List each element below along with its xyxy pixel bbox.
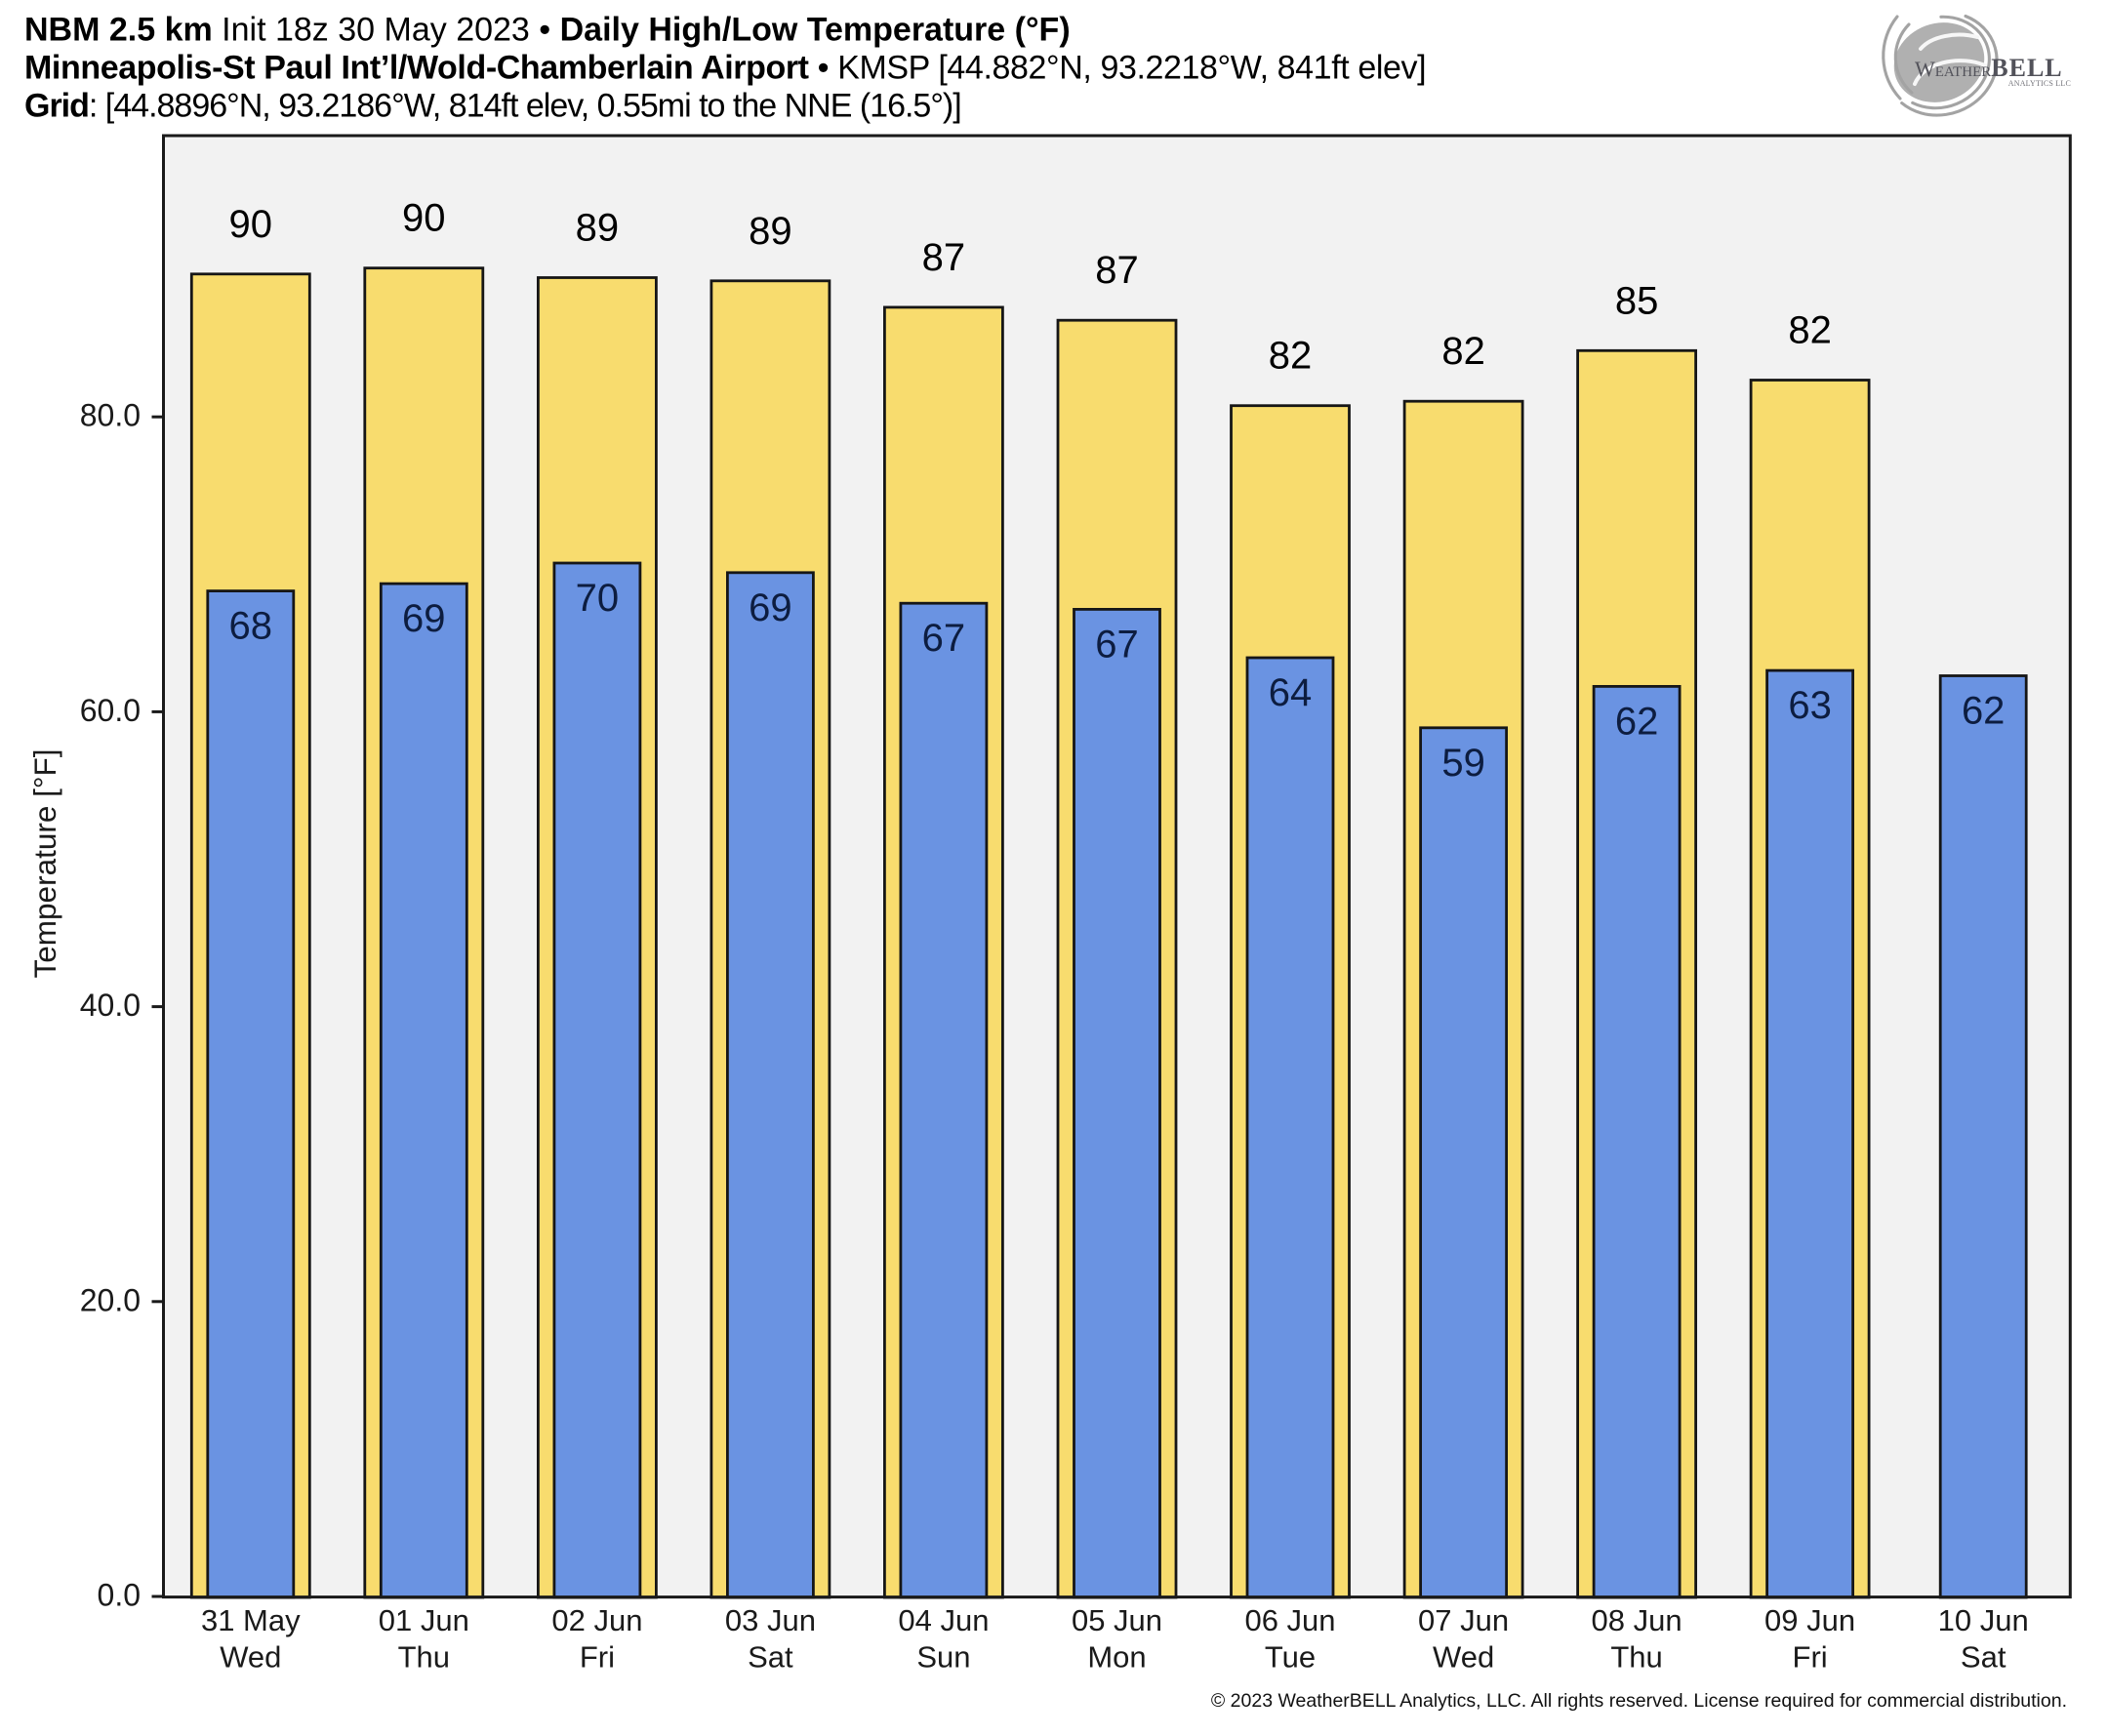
svg-text:Sun: Sun — [916, 1640, 970, 1675]
svg-text:08 Jun: 08 Jun — [1592, 1603, 1682, 1637]
svg-text:Thu: Thu — [1610, 1640, 1662, 1675]
svg-text:62: 62 — [1962, 690, 2006, 733]
svg-text:82: 82 — [1441, 330, 1485, 373]
svg-text:62: 62 — [1615, 700, 1659, 743]
svg-text:87: 87 — [922, 236, 966, 279]
svg-text:60.0: 60.0 — [80, 693, 141, 728]
svg-text:80.0: 80.0 — [80, 398, 141, 433]
svg-text:82: 82 — [1788, 309, 1832, 352]
svg-text:85: 85 — [1615, 279, 1659, 322]
svg-text:NBM 2.5 km Init 18z 30 May 202: NBM 2.5 km Init 18z 30 May 2023 • Daily … — [24, 12, 1071, 49]
svg-text:87: 87 — [1095, 249, 1139, 292]
svg-text:05 Jun: 05 Jun — [1072, 1603, 1162, 1637]
svg-text:Temperature [°F]: Temperature [°F] — [27, 749, 62, 979]
svg-text:89: 89 — [749, 210, 792, 253]
svg-text:0.0: 0.0 — [98, 1578, 141, 1613]
svg-text:ANALYTICS LLC: ANALYTICS LLC — [2008, 79, 2071, 88]
svg-text:Sat: Sat — [1961, 1640, 2007, 1675]
svg-text:89: 89 — [576, 207, 620, 250]
svg-text:Mon: Mon — [1087, 1640, 1146, 1675]
svg-text:© 2023 WeatherBELL Analytics,: © 2023 WeatherBELL Analytics, LLC. All r… — [1211, 1690, 2067, 1712]
svg-text:40.0: 40.0 — [80, 988, 141, 1023]
svg-text:70: 70 — [576, 577, 620, 620]
svg-text:Wed: Wed — [220, 1640, 281, 1675]
svg-text:Fri: Fri — [1793, 1640, 1828, 1675]
svg-text:10 Jun: 10 Jun — [1938, 1603, 2029, 1637]
svg-text:64: 64 — [1269, 671, 1313, 714]
svg-text:90: 90 — [402, 197, 446, 240]
svg-text:82: 82 — [1269, 335, 1313, 378]
svg-text:69: 69 — [749, 586, 792, 629]
svg-text:Tue: Tue — [1265, 1640, 1316, 1675]
svg-text:Fri: Fri — [580, 1640, 615, 1675]
svg-text:03 Jun: 03 Jun — [725, 1603, 816, 1637]
svg-text:Sat: Sat — [748, 1640, 793, 1675]
svg-text:02 Jun: 02 Jun — [551, 1603, 642, 1637]
svg-text:Grid: [44.8896°N, 93.2186°W, 8: Grid: [44.8896°N, 93.2186°W, 814ft elev,… — [24, 88, 961, 125]
svg-text:63: 63 — [1788, 684, 1832, 727]
svg-text:90: 90 — [229, 203, 273, 246]
svg-text:Thu: Thu — [398, 1640, 450, 1675]
svg-text:69: 69 — [402, 597, 446, 640]
svg-text:09 Jun: 09 Jun — [1764, 1603, 1855, 1637]
svg-text:07 Jun: 07 Jun — [1418, 1603, 1509, 1637]
svg-text:06 Jun: 06 Jun — [1244, 1603, 1335, 1637]
svg-text:20.0: 20.0 — [80, 1282, 141, 1317]
svg-text:04 Jun: 04 Jun — [898, 1603, 989, 1637]
svg-text:67: 67 — [922, 617, 966, 660]
svg-text:31 May: 31 May — [201, 1603, 301, 1637]
svg-text:67: 67 — [1095, 623, 1139, 666]
svg-text:68: 68 — [229, 605, 273, 648]
svg-text:59: 59 — [1441, 742, 1485, 785]
svg-text:Wed: Wed — [1433, 1640, 1494, 1675]
svg-text:01 Jun: 01 Jun — [379, 1603, 469, 1637]
svg-text:Minneapolis-St Paul Int’l/Wold: Minneapolis-St Paul Int’l/Wold-Chamberla… — [24, 50, 1426, 87]
